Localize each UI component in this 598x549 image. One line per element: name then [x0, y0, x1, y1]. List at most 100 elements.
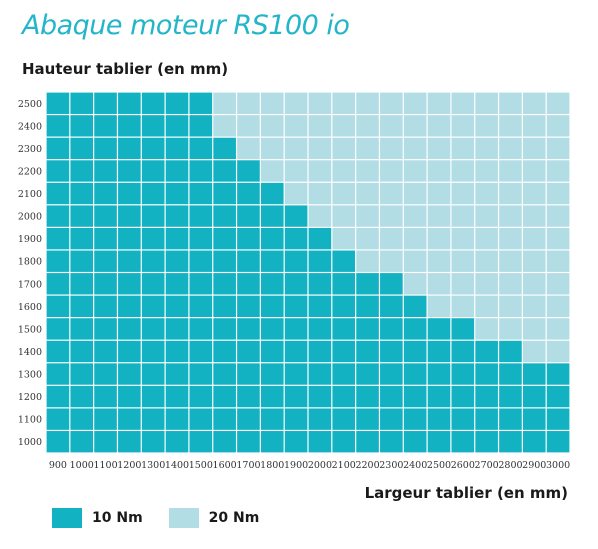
- heatmap-cell-1300x1300: [141, 363, 165, 385]
- heatmap-cell-1200x1700: [118, 273, 141, 295]
- heatmap-cell-2300x2400: [380, 115, 403, 137]
- heatmap-cell-2600x2000: [451, 205, 475, 227]
- heatmap-cell-2500x2300: [427, 137, 451, 160]
- heatmap-cell-2000x2300: [308, 137, 332, 160]
- heatmap-cell-2000x1100: [308, 408, 332, 430]
- heatmap-cell-1500x1500: [189, 318, 213, 340]
- heatmap-cell-1000x1800: [70, 250, 94, 272]
- heatmap-cell-1100x1300: [94, 363, 117, 385]
- heatmap-cell-1200x1300: [118, 363, 141, 385]
- heatmap-cell-1200x1800: [118, 250, 141, 272]
- x-tick-label: 2600: [451, 460, 475, 471]
- heatmap-cell-2700x1800: [475, 250, 498, 272]
- heatmap-cell-1300x1800: [141, 250, 165, 272]
- heatmap-cell-1900x1100: [284, 408, 308, 430]
- heatmap-cell-2700x2500: [475, 92, 498, 114]
- heatmap-cell-1400x2200: [165, 160, 189, 182]
- legend-label-10nm: 10 Nm: [92, 510, 143, 526]
- heatmap-cell-1800x1100: [260, 408, 284, 430]
- heatmap-cell-2300x2300: [380, 137, 403, 160]
- heatmap-cell-2600x1900: [451, 227, 475, 250]
- heatmap-cell-1700x2400: [237, 115, 260, 137]
- heatmap-cell-1200x1000: [118, 431, 141, 453]
- heatmap-cell-2900x2200: [522, 160, 546, 182]
- y-tick-label: 1600: [18, 302, 42, 313]
- heatmap-cell-2200x1900: [356, 227, 379, 250]
- x-tick-label: 1900: [284, 460, 308, 471]
- heatmap-cell-1800x2500: [260, 92, 284, 114]
- heatmap-cell-1300x1600: [141, 295, 165, 318]
- heatmap-cell-2400x2300: [403, 137, 427, 160]
- x-tick-label: 2700: [475, 460, 499, 471]
- heatmap-cell-2600x1400: [451, 340, 475, 363]
- heatmap-cell-1100x1900: [94, 227, 117, 250]
- heatmap-cell-2500x1300: [427, 363, 451, 385]
- heatmap-cell-1900x1400: [284, 340, 308, 363]
- heatmap-cell-2200x1100: [356, 408, 379, 430]
- heatmap-cell-1500x1700: [189, 273, 213, 295]
- heatmap-cell-1600x1000: [213, 431, 236, 453]
- x-tick-label: 3000: [546, 460, 570, 471]
- y-tick-label: 1700: [18, 279, 42, 290]
- legend-item-10nm: 10 Nm: [52, 508, 143, 528]
- heatmap-cell-2300x1300: [380, 363, 403, 385]
- heatmap-cell-1700x1400: [237, 340, 260, 363]
- heatmap-cell-900x2200: [46, 160, 70, 182]
- heatmap-cell-1800x1800: [260, 250, 284, 272]
- x-tick-label: 1700: [236, 460, 260, 471]
- heatmap-cell-1400x2500: [165, 92, 189, 114]
- heatmap-cell-1000x2000: [70, 205, 94, 227]
- y-axis-label: Hauteur tablier (en mm): [22, 60, 229, 78]
- heatmap-cell-2100x2400: [332, 115, 356, 137]
- heatmap-cell-2300x1000: [380, 431, 403, 453]
- heatmap-cell-1100x1000: [94, 431, 117, 453]
- heatmap-cell-2000x1900: [308, 227, 332, 250]
- heatmap-cell-2500x1500: [427, 318, 451, 340]
- y-tick-label: 1400: [18, 347, 42, 358]
- heatmap-cell-1000x1100: [70, 408, 94, 430]
- heatmap-cell-2400x2500: [403, 92, 427, 114]
- heatmap-cell-3000x2100: [546, 182, 570, 205]
- heatmap-cell-1800x1400: [260, 340, 284, 363]
- heatmap-cell-3000x2400: [546, 115, 570, 137]
- legend-label-20nm: 20 Nm: [208, 510, 260, 526]
- heatmap-cell-2800x2400: [499, 115, 522, 137]
- heatmap-cell-2500x1400: [427, 340, 451, 363]
- heatmap-cell-2700x1200: [475, 385, 498, 408]
- heatmap-cell-1000x1600: [70, 295, 94, 318]
- heatmap-cell-2500x2500: [427, 92, 451, 114]
- heatmap-cell-1800x2200: [260, 160, 284, 182]
- heatmap-cell-900x2000: [46, 205, 70, 227]
- heatmap-cell-2100x1000: [332, 431, 356, 453]
- heatmap-cell-2900x1500: [522, 318, 546, 340]
- y-tick-label: 2100: [18, 189, 42, 200]
- heatmap-cell-1200x2000: [118, 205, 141, 227]
- heatmap-cell-1800x1200: [260, 385, 284, 408]
- heatmap-cell-1400x1200: [165, 385, 189, 408]
- heatmap-cell-1300x2300: [141, 137, 165, 160]
- heatmap-cell-2200x2200: [356, 160, 379, 182]
- heatmap-cell-2900x1800: [522, 250, 546, 272]
- heatmap-cell-3000x1300: [546, 363, 570, 385]
- heatmap-cell-1900x1700: [284, 273, 308, 295]
- y-tick-label: 1000: [18, 437, 42, 448]
- heatmap-cell-2800x1100: [499, 408, 522, 430]
- heatmap-cell-1300x1000: [141, 431, 165, 453]
- heatmap-cell-1900x2400: [284, 115, 308, 137]
- x-tick-label: 1300: [141, 460, 165, 471]
- heatmap-cell-1100x1800: [94, 250, 117, 272]
- heatmap-cell-1300x2000: [141, 205, 165, 227]
- heatmap-cell-2000x1600: [308, 295, 332, 318]
- heatmap-cell-2400x1600: [403, 295, 427, 318]
- heatmap-cell-1500x1900: [189, 227, 213, 250]
- heatmap-cell-3000x1500: [546, 318, 570, 340]
- heatmap-cell-1000x1700: [70, 273, 94, 295]
- heatmap-cell-2100x2100: [332, 182, 356, 205]
- heatmap-cell-1100x2300: [94, 137, 117, 160]
- heatmap-cell-1900x2500: [284, 92, 308, 114]
- heatmap-cell-1400x1800: [165, 250, 189, 272]
- heatmap-cell-1200x2500: [118, 92, 141, 114]
- heatmap-cell-1800x2300: [260, 137, 284, 160]
- heatmap-cell-2500x2000: [427, 205, 451, 227]
- heatmap-cell-1600x1800: [213, 250, 236, 272]
